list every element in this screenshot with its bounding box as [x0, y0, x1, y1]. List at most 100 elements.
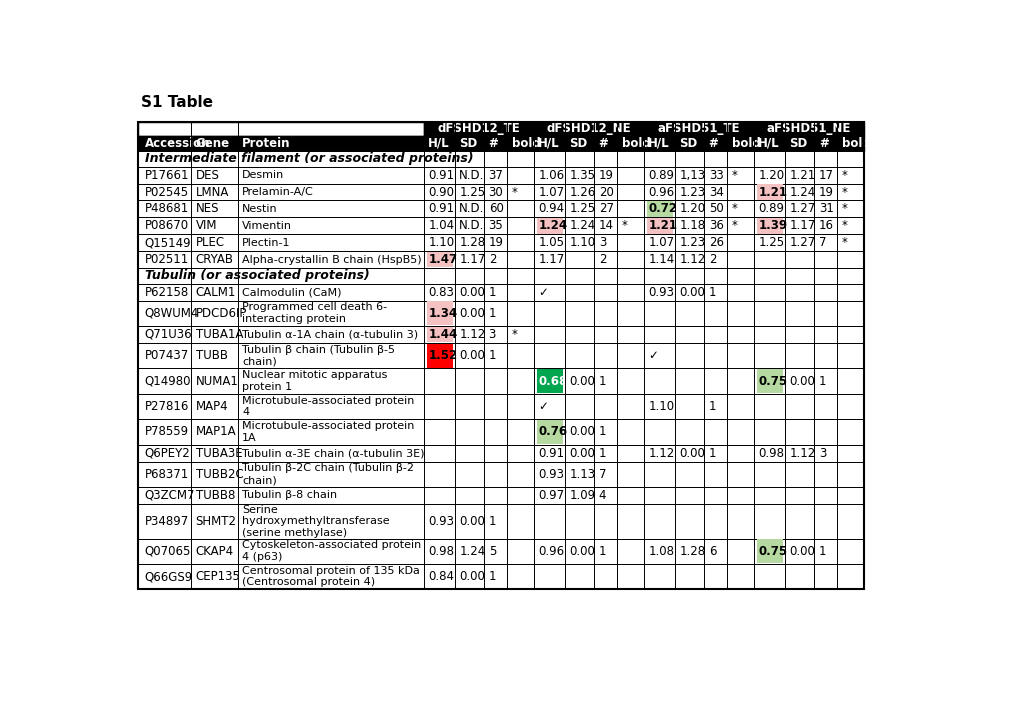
Text: 1: 1: [488, 286, 495, 298]
Text: 2: 2: [708, 253, 715, 266]
Text: 1.25: 1.25: [459, 185, 485, 198]
Text: Q66GS9: Q66GS9: [145, 570, 193, 583]
Text: 1.07: 1.07: [648, 236, 674, 249]
Text: 7: 7: [598, 468, 605, 481]
Text: *: *: [842, 236, 847, 249]
Text: Tubulin α-1A chain (α-tubulin 3): Tubulin α-1A chain (α-tubulin 3): [242, 329, 418, 340]
Text: PDCD6IP: PDCD6IP: [196, 306, 247, 320]
Text: 0.00: 0.00: [459, 515, 485, 528]
Text: 30: 30: [488, 185, 503, 198]
Text: 1.12: 1.12: [459, 328, 485, 341]
Text: Tubulin α-3E chain (α-tubulin 3E): Tubulin α-3E chain (α-tubulin 3E): [242, 448, 424, 458]
Text: NUMA1: NUMA1: [196, 374, 238, 388]
Text: P27816: P27816: [145, 400, 189, 413]
Text: P48681: P48681: [145, 203, 189, 216]
Text: 0.00: 0.00: [459, 570, 485, 583]
Text: P02511: P02511: [145, 253, 189, 266]
Text: CEP135: CEP135: [196, 570, 240, 583]
Bar: [756, 539, 783, 563]
Text: Tubulin β chain (Tubulin β-5
chain): Tubulin β chain (Tubulin β-5 chain): [242, 345, 394, 366]
Bar: [139, 268, 863, 283]
Text: 0.93: 0.93: [428, 515, 453, 528]
Text: 1: 1: [708, 286, 715, 298]
Text: Accession: Accession: [145, 137, 210, 150]
Text: 1.34: 1.34: [428, 306, 457, 320]
Bar: [646, 218, 673, 234]
Text: 1.10: 1.10: [569, 236, 595, 249]
Text: *: *: [842, 203, 847, 216]
Text: 37: 37: [488, 169, 503, 182]
Text: CALM1: CALM1: [196, 286, 235, 298]
Text: S1 Table: S1 Table: [142, 95, 213, 110]
Text: H/L: H/L: [757, 137, 780, 150]
Text: 1,13: 1,13: [679, 169, 705, 182]
Bar: [139, 445, 863, 461]
Text: 1.13: 1.13: [569, 468, 595, 481]
Text: ✓: ✓: [538, 286, 547, 298]
Text: 0.00: 0.00: [789, 544, 814, 558]
Text: 0.89: 0.89: [757, 203, 784, 216]
Text: 0.68: 0.68: [538, 374, 567, 388]
Text: *: *: [732, 219, 737, 232]
Text: Plectin-1: Plectin-1: [242, 238, 290, 248]
Text: Vimentin: Vimentin: [242, 221, 291, 231]
Text: 1.26: 1.26: [569, 185, 595, 198]
Text: 1.12: 1.12: [789, 446, 815, 459]
Text: 19: 19: [488, 236, 503, 249]
Text: Tubulin β-8 chain: Tubulin β-8 chain: [242, 490, 337, 500]
Bar: [756, 218, 783, 234]
Text: Centrosomal protein of 135 kDa
(Centrosomal protein 4): Centrosomal protein of 135 kDa (Centroso…: [242, 566, 420, 588]
Text: 0.91: 0.91: [538, 446, 564, 459]
Text: 1: 1: [818, 544, 825, 558]
Text: 0.00: 0.00: [569, 374, 594, 388]
Text: TUBA1A: TUBA1A: [196, 328, 243, 341]
Text: 1.23: 1.23: [679, 236, 705, 249]
Text: SD: SD: [679, 137, 697, 150]
Text: Q07065: Q07065: [145, 544, 191, 558]
Text: 1: 1: [488, 515, 495, 528]
Bar: [533, 122, 643, 136]
Text: 2: 2: [488, 253, 495, 266]
Text: 0.00: 0.00: [459, 286, 485, 298]
Text: 34: 34: [708, 185, 722, 198]
Text: 1: 1: [488, 306, 495, 320]
Text: 0.72: 0.72: [648, 203, 677, 216]
Bar: [139, 419, 863, 445]
Text: 1.24: 1.24: [459, 544, 485, 558]
Text: 1.28: 1.28: [679, 544, 705, 558]
Bar: [423, 122, 533, 136]
Text: 1: 1: [488, 349, 495, 362]
Text: *: *: [842, 219, 847, 232]
Text: Q8WUM4: Q8WUM4: [145, 306, 199, 320]
Bar: [426, 252, 452, 267]
Text: *: *: [512, 328, 518, 341]
Text: TUBB8: TUBB8: [196, 489, 234, 502]
Bar: [139, 252, 863, 268]
Text: Tubulin β-2C chain (Tubulin β-2
chain): Tubulin β-2C chain (Tubulin β-2 chain): [242, 464, 414, 485]
Text: 0.00: 0.00: [569, 425, 594, 438]
Text: CRYAB: CRYAB: [196, 253, 233, 266]
Bar: [139, 343, 863, 368]
Text: VIM: VIM: [196, 219, 217, 232]
Text: P62158: P62158: [145, 286, 189, 298]
Text: SHMT2: SHMT2: [196, 515, 236, 528]
Bar: [536, 420, 562, 444]
Bar: [139, 151, 863, 167]
Text: 0.00: 0.00: [569, 446, 594, 459]
Bar: [139, 122, 863, 589]
Bar: [139, 218, 863, 234]
Text: 1.08: 1.08: [648, 544, 674, 558]
Text: 1.07: 1.07: [538, 185, 564, 198]
Bar: [139, 461, 863, 487]
Text: 1.10: 1.10: [648, 400, 674, 413]
Text: 0.76: 0.76: [538, 425, 567, 438]
Text: 1.47: 1.47: [428, 253, 457, 266]
Text: 0.83: 0.83: [428, 286, 453, 298]
Text: Prelamin-A/C: Prelamin-A/C: [242, 187, 314, 197]
Text: 0.98: 0.98: [428, 544, 453, 558]
Text: aFSHD51_NE: aFSHD51_NE: [766, 123, 850, 136]
Text: 16: 16: [818, 219, 833, 232]
Text: 4: 4: [598, 489, 605, 502]
Bar: [139, 539, 863, 564]
Text: P17661: P17661: [145, 169, 189, 182]
